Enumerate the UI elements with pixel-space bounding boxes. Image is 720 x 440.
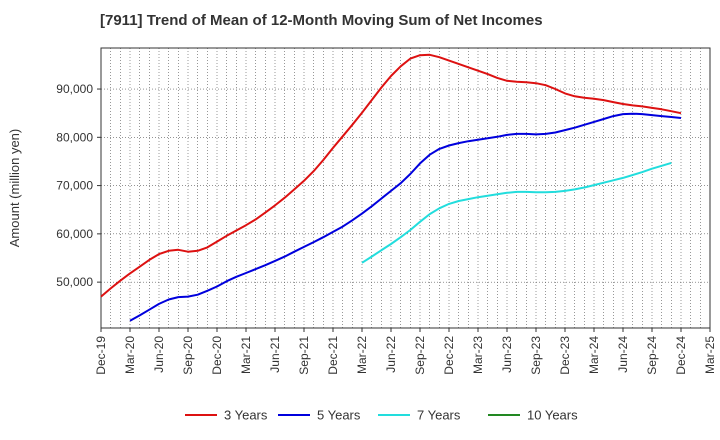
y-tick-label: 80,000 (56, 130, 93, 144)
y-tick-label: 50,000 (56, 275, 93, 289)
x-tick-label: Sep-23 (529, 336, 543, 375)
x-tick-label: Jun-23 (500, 336, 514, 373)
x-tick-label: Mar-21 (239, 336, 253, 374)
series-line (361, 161, 672, 264)
series-line (100, 53, 682, 298)
legend-label: 5 Years (317, 408, 361, 423)
y-axis-title: Amount (million yen) (7, 129, 22, 248)
legend-label: 10 Years (527, 408, 578, 423)
x-tick-label: Sep-22 (413, 336, 427, 375)
x-tick-label: Dec-20 (210, 336, 224, 375)
x-tick-label: Dec-21 (326, 336, 340, 375)
y-tick-label: 70,000 (56, 179, 93, 193)
x-tick-label: Dec-24 (674, 336, 688, 375)
x-tick-label: Mar-22 (355, 336, 369, 374)
x-tick-label: Jun-24 (616, 336, 630, 373)
x-tick-label: Mar-25 (703, 336, 717, 374)
y-tick-label: 60,000 (56, 227, 93, 241)
x-tick-label: Jun-21 (268, 336, 282, 373)
x-tick-label: Mar-24 (587, 336, 601, 374)
legend-label: 3 Years (224, 408, 268, 423)
x-tick-label: Jun-20 (152, 336, 166, 373)
series-line (129, 112, 682, 322)
plot-area (101, 48, 710, 328)
y-tick-label: 90,000 (56, 82, 93, 96)
x-tick-label: Jun-22 (384, 336, 398, 373)
chart-title: [7911] Trend of Mean of 12-Month Moving … (100, 12, 543, 29)
x-tick-label: Sep-24 (645, 336, 659, 375)
x-tick-label: Dec-22 (442, 336, 456, 375)
x-tick-label: Dec-23 (558, 336, 572, 375)
plot-border (100, 47, 711, 329)
x-tick-label: Mar-20 (123, 336, 137, 374)
legend-label: 7 Years (417, 408, 461, 423)
x-tick-label: Mar-23 (471, 336, 485, 374)
x-tick-label: Sep-21 (297, 336, 311, 375)
x-tick-label: Dec-19 (94, 336, 108, 375)
x-tick-label: Sep-20 (181, 336, 195, 375)
